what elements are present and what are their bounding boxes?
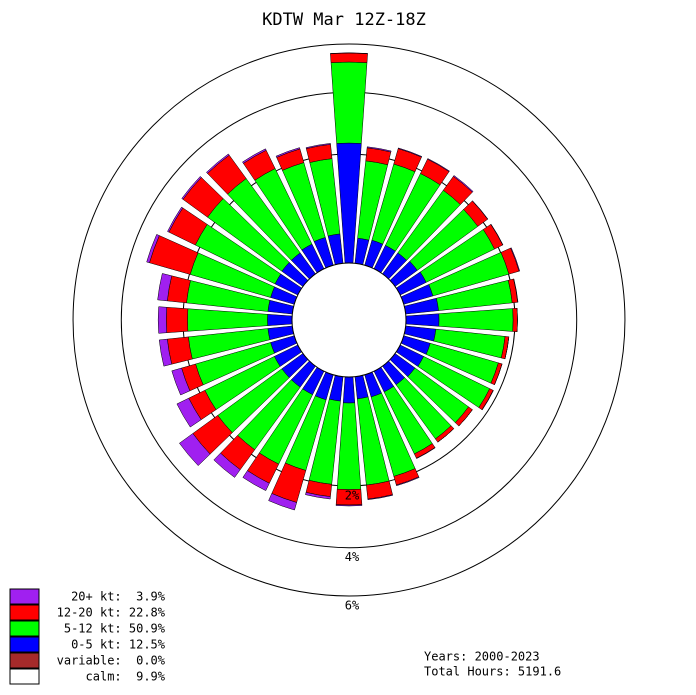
legend-swatch: [9, 604, 40, 621]
bar-segment: [438, 308, 514, 332]
bar-segment: [336, 402, 362, 490]
bar-segment: [330, 52, 368, 54]
calm-circle: [291, 262, 407, 378]
legend-swatch: [9, 668, 40, 685]
bar-segment: [513, 278, 519, 303]
bar-segment: [213, 452, 241, 478]
bar-segment: [512, 307, 518, 333]
ring-label: 2%: [345, 488, 360, 502]
legend-swatch: [9, 652, 40, 669]
bar-segment: [427, 158, 450, 172]
bar-segment: [275, 147, 301, 158]
footer-hours: Total Hours: 5191.6: [424, 665, 561, 679]
bar-segment: [305, 143, 331, 149]
bar-segment: [176, 397, 202, 428]
bar-segment: [146, 234, 160, 264]
bar-segment: [366, 146, 392, 153]
legend-label: 12-20 kt: 22.8%: [57, 606, 166, 620]
bar-segment: [416, 447, 436, 459]
legend-label: 5-12 kt: 50.9%: [64, 622, 166, 636]
bar-segment: [242, 148, 267, 164]
bar-segment: [242, 470, 270, 491]
ring-label: 4%: [345, 550, 360, 564]
bar-segment: [158, 338, 173, 367]
bar-segment: [267, 314, 293, 326]
bar-segment: [187, 308, 268, 332]
bar-segment: [330, 52, 368, 63]
bar-segment: [396, 476, 420, 487]
footer-years: Years: 2000-2023: [424, 650, 540, 664]
bar-segment: [166, 306, 189, 334]
bar-segment: [167, 206, 184, 233]
bar-segment: [405, 313, 440, 327]
bar-segment: [181, 176, 202, 200]
bar-segment: [268, 493, 297, 511]
bar-segment: [367, 494, 394, 500]
ring-label: 6%: [345, 598, 360, 612]
bar-segment: [471, 200, 489, 220]
legend-swatch: [9, 620, 40, 637]
bar-segment: [510, 247, 521, 272]
legend-label: 0-5 kt: 12.5%: [71, 638, 166, 652]
bar-segment: [157, 273, 173, 302]
bar-segment: [397, 147, 423, 158]
bar-segment: [171, 367, 191, 396]
ring: [72, 43, 626, 597]
chart-title: KDTW Mar 12Z-18Z: [262, 10, 426, 30]
bar-segment: [179, 433, 211, 466]
bar-segment: [167, 336, 193, 365]
bar-segment: [305, 492, 331, 500]
legend-label: calm: 9.9%: [86, 670, 166, 684]
bar-segment: [342, 376, 356, 404]
bar-segment: [206, 153, 230, 174]
bar-segment: [490, 223, 504, 246]
bar-segment: [335, 504, 363, 507]
legend-swatch: [9, 588, 40, 605]
bar-segment: [330, 61, 368, 144]
legend-swatch: [9, 636, 40, 653]
bar-segment: [481, 389, 494, 411]
legend-label: variable: 0.0%: [57, 654, 166, 668]
bar-segment: [157, 306, 168, 334]
legend-label: 20+ kt: 3.9%: [71, 590, 166, 604]
bar-segment: [453, 175, 474, 193]
